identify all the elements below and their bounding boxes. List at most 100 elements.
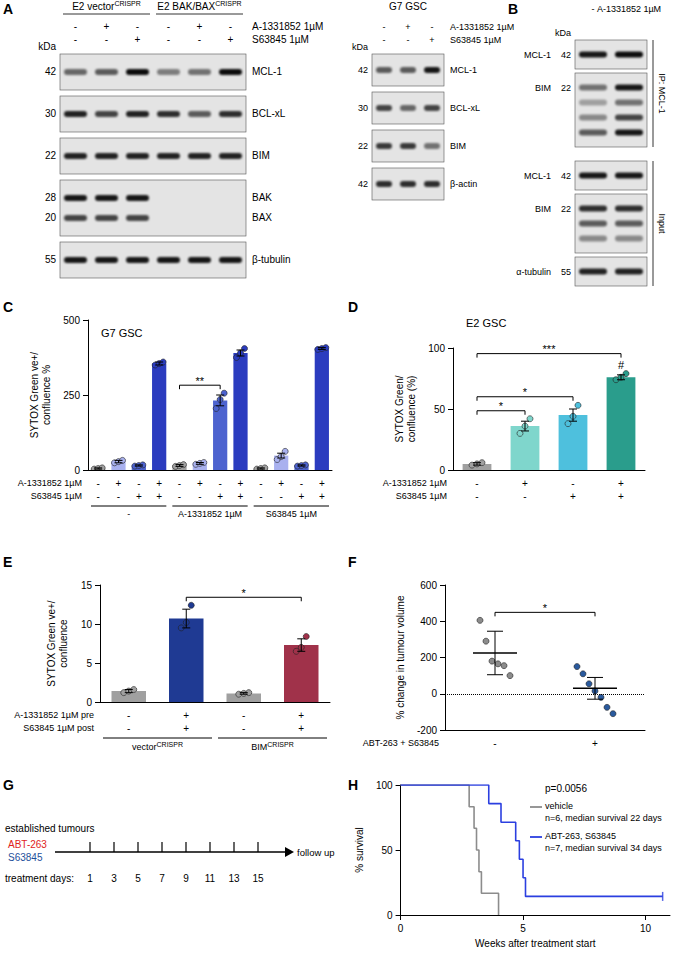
svg-text:-: - [96,478,99,489]
svg-text:22: 22 [45,150,57,161]
svg-text:vector: vector [132,742,157,752]
svg-text:BIM: BIM [535,83,551,93]
svg-text:S63845 1µM: S63845 1µM [252,34,309,45]
svg-text:22: 22 [358,141,368,151]
svg-text:+: + [156,478,162,489]
svg-text:% change in tumour volume: % change in tumour volume [395,595,406,719]
svg-text:0: 0 [398,923,404,934]
svg-text:n=7, median survival 34 days: n=7, median survival 34 days [545,843,662,853]
svg-text:-: - [167,21,170,32]
svg-text:#: # [618,359,625,371]
svg-text:-: - [523,491,526,502]
svg-text:22: 22 [561,204,571,214]
svg-text:***: *** [543,343,557,355]
svg-text:p=0.0056: p=0.0056 [545,783,587,794]
svg-text:100: 100 [376,780,393,791]
svg-text:30: 30 [358,103,368,113]
svg-text:kDa: kDa [38,41,56,52]
svg-text:55: 55 [45,254,57,265]
svg-text:kDa: kDa [555,28,571,38]
svg-text:+: + [135,34,141,45]
svg-text:10: 10 [640,923,652,934]
svg-text:S63845 1µM: S63845 1µM [396,491,447,501]
svg-text:E2 vectorCRISPR: E2 vectorCRISPR [72,0,141,12]
svg-text:follow up: follow up [297,847,335,858]
svg-text:-: - [229,21,232,32]
svg-text:+: + [136,491,142,502]
svg-text:-: - [127,509,130,519]
svg-text:kDa: kDa [352,42,368,52]
svg-text:-: - [383,35,386,45]
svg-text:7: 7 [159,873,165,884]
svg-text:+: + [405,22,410,32]
svg-text:-: - [127,710,130,721]
svg-text:42: 42 [358,179,368,189]
svg-text:**: ** [196,375,205,387]
svg-text:MCL-1: MCL-1 [252,66,282,77]
svg-text:S63845 1µM: S63845 1µM [450,35,501,45]
svg-text:-: - [242,710,245,721]
svg-text:-: - [259,491,262,502]
svg-text:-: - [178,491,181,502]
svg-text:G: G [3,777,14,793]
svg-text:-: - [105,34,108,45]
svg-text:-: - [74,21,77,32]
svg-text:+: + [319,478,325,489]
svg-text:F: F [348,554,357,570]
svg-text:-: - [383,22,386,32]
svg-text:0: 0 [387,910,393,921]
svg-text:42: 42 [358,65,368,75]
svg-text:BIM: BIM [450,141,466,151]
svg-text:E: E [3,554,12,570]
svg-text:-: - [431,22,434,32]
svg-text:MCL-1: MCL-1 [524,50,551,60]
svg-text:+: + [429,35,434,45]
svg-text:+: + [319,491,325,502]
svg-text:% survival: % survival [354,827,365,873]
svg-text:+: + [522,478,528,489]
svg-text:CRISPR: CRISPR [267,741,293,748]
svg-text:-: - [74,34,77,45]
svg-text:+: + [228,34,234,45]
svg-text:+: + [183,710,189,721]
svg-text:S63845: S63845 [8,852,43,863]
svg-text:5: 5 [86,658,92,669]
svg-text:30: 30 [45,108,57,119]
svg-text:+: + [298,710,304,721]
svg-text:-: - [407,35,410,45]
svg-text:42: 42 [561,50,571,60]
svg-text:-: - [137,478,140,489]
svg-text:G7 GSC: G7 GSC [389,1,427,12]
svg-text:ABT-263 + S63845: ABT-263 + S63845 [363,738,439,748]
svg-text:H: H [348,777,358,793]
svg-text:confluence: confluence [58,619,69,668]
svg-text:-: - [242,723,245,734]
svg-text:D: D [348,299,358,315]
svg-text:55: 55 [561,267,571,277]
svg-text:MCL-1: MCL-1 [524,171,551,181]
svg-text:β-tubulin: β-tubulin [252,254,291,265]
svg-text:-: - [178,478,181,489]
svg-text:-: - [96,491,99,502]
svg-text:*: * [523,386,528,398]
svg-text:BCL-xL: BCL-xL [450,103,480,113]
svg-text:+: + [183,723,189,734]
svg-text:ABT-263, S63845: ABT-263, S63845 [545,831,616,841]
svg-text:+: + [197,21,203,32]
svg-text:-: - [136,21,139,32]
svg-text:+: + [197,478,203,489]
svg-text:42: 42 [561,171,571,181]
svg-text:-: - [198,491,201,502]
svg-text:SYTOX Green/: SYTOX Green/ [394,375,405,442]
svg-text:established tumours: established tumours [5,823,95,834]
svg-text:G7 GSC: G7 GSC [101,327,143,339]
svg-text:+: + [116,478,122,489]
svg-text:5: 5 [520,923,526,934]
svg-text:250: 250 [63,390,80,401]
svg-text:+: + [238,478,244,489]
svg-text:+: + [278,478,284,489]
svg-text:-: - [475,478,478,489]
svg-text:β-actin: β-actin [450,179,477,189]
svg-text:0: 0 [439,465,445,476]
svg-text:*: * [499,400,504,412]
